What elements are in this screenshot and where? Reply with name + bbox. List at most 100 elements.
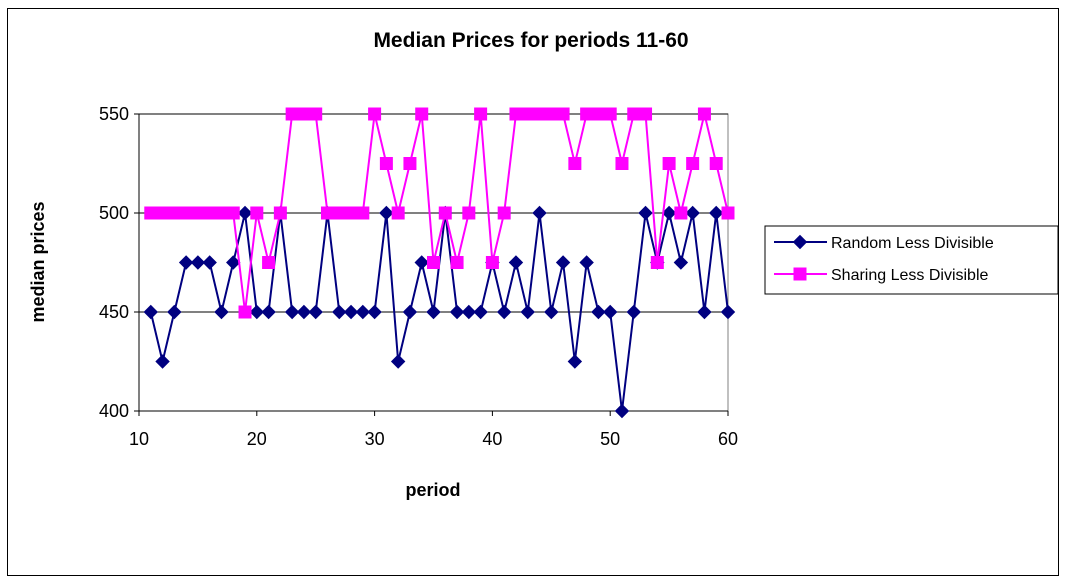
data-point-diamond — [426, 304, 441, 320]
data-point-diamond — [709, 205, 724, 221]
data-point-square — [603, 107, 617, 121]
data-point-diamond — [332, 304, 347, 320]
y-axis-title: median prices — [28, 201, 48, 322]
data-point-square — [521, 107, 535, 121]
data-point-diamond — [367, 304, 382, 320]
data-point-square — [615, 157, 629, 170]
x-tick-label: 10 — [129, 429, 149, 449]
data-point-diamond — [532, 205, 547, 221]
data-point-square — [686, 157, 700, 170]
data-point-diamond — [143, 304, 158, 320]
data-point-diamond — [296, 304, 312, 320]
data-point-square — [144, 206, 158, 220]
data-point-diamond — [461, 304, 477, 320]
data-point-square — [591, 107, 605, 121]
legend-label: Random Less Divisible — [831, 235, 994, 252]
data-point-diamond — [379, 205, 394, 221]
data-point-square — [533, 107, 547, 121]
data-point-diamond — [685, 205, 700, 221]
data-point-diamond — [237, 205, 253, 221]
chart-title: Median Prices for periods 11-60 — [373, 29, 688, 52]
data-point-square — [226, 206, 240, 220]
data-point-square — [721, 206, 735, 220]
data-point-square — [368, 107, 382, 121]
data-point-diamond — [673, 255, 689, 270]
data-point-diamond — [544, 304, 559, 320]
data-point-square — [427, 256, 440, 269]
data-point-square — [356, 206, 370, 220]
data-point-square — [697, 107, 711, 121]
data-point-square — [639, 107, 653, 121]
y-tick-label: 450 — [99, 302, 129, 322]
data-point-diamond — [167, 304, 182, 320]
data-point-square — [320, 206, 334, 220]
data-point-diamond — [155, 354, 170, 369]
data-point-square — [273, 206, 287, 220]
data-point-square — [544, 107, 558, 121]
y-tick-label: 550 — [99, 104, 129, 124]
data-point-square — [403, 157, 417, 170]
data-point-diamond — [520, 304, 535, 320]
series-line — [150, 113, 729, 313]
data-point-square — [238, 305, 252, 319]
legend-label: Sharing Less Divisible — [831, 267, 989, 284]
data-point-square — [262, 256, 276, 269]
data-point-square — [674, 206, 688, 220]
series-sharing-less-divisible — [144, 107, 735, 319]
data-point-diamond — [284, 304, 300, 320]
data-point-diamond — [414, 255, 429, 270]
data-point-square — [214, 206, 228, 220]
data-point-square — [650, 256, 664, 269]
data-point-diamond — [390, 354, 406, 369]
data-point-diamond — [214, 304, 229, 320]
data-point-square — [709, 157, 723, 170]
x-tick-label: 60 — [718, 429, 738, 449]
data-point-square — [309, 107, 323, 121]
legend: Random Less Divisible Sharing Less Divisi… — [764, 225, 1059, 295]
x-tick-label: 50 — [600, 429, 620, 449]
data-point-diamond — [249, 304, 265, 320]
plot-area: 400 450 500 550 10 20 30 40 50 60 — [99, 104, 738, 449]
data-point-square — [485, 256, 499, 269]
data-point-diamond — [355, 304, 371, 320]
data-point-square — [332, 206, 346, 220]
data-point-square — [438, 206, 452, 220]
data-point-square — [474, 107, 488, 121]
data-point-diamond — [202, 255, 217, 270]
data-point-diamond — [449, 304, 465, 320]
data-point-square — [580, 107, 594, 121]
data-point-square — [556, 107, 570, 121]
data-point-diamond — [697, 304, 712, 320]
x-axis-title: period — [405, 480, 460, 500]
data-point-diamond — [261, 304, 276, 320]
data-point-square — [156, 206, 170, 220]
data-point-diamond — [591, 304, 606, 320]
data-point-square — [662, 157, 676, 170]
data-point-square — [462, 206, 476, 220]
data-point-square — [450, 256, 464, 269]
data-point-diamond — [567, 354, 583, 369]
data-point-square — [203, 206, 217, 220]
data-point-square — [179, 206, 193, 220]
data-point-diamond — [614, 403, 630, 419]
data-point-diamond — [792, 234, 808, 250]
data-point-diamond — [496, 304, 512, 320]
data-point-diamond — [178, 255, 194, 270]
data-point-square — [167, 206, 181, 220]
data-point-diamond — [508, 255, 524, 270]
x-tick-label: 20 — [247, 429, 267, 449]
legend-box — [764, 225, 1059, 295]
data-point-diamond — [308, 304, 323, 320]
data-point-diamond — [343, 304, 359, 320]
data-point-diamond — [579, 255, 594, 270]
data-point-square — [344, 206, 358, 220]
data-point-square — [250, 206, 264, 220]
data-point-square — [568, 157, 582, 170]
data-point-square — [379, 157, 393, 170]
data-point-square — [285, 107, 299, 121]
data-point-diamond — [638, 205, 653, 221]
data-point-square — [415, 107, 429, 121]
x-tick-label: 40 — [482, 429, 502, 449]
data-point-square — [793, 267, 807, 281]
